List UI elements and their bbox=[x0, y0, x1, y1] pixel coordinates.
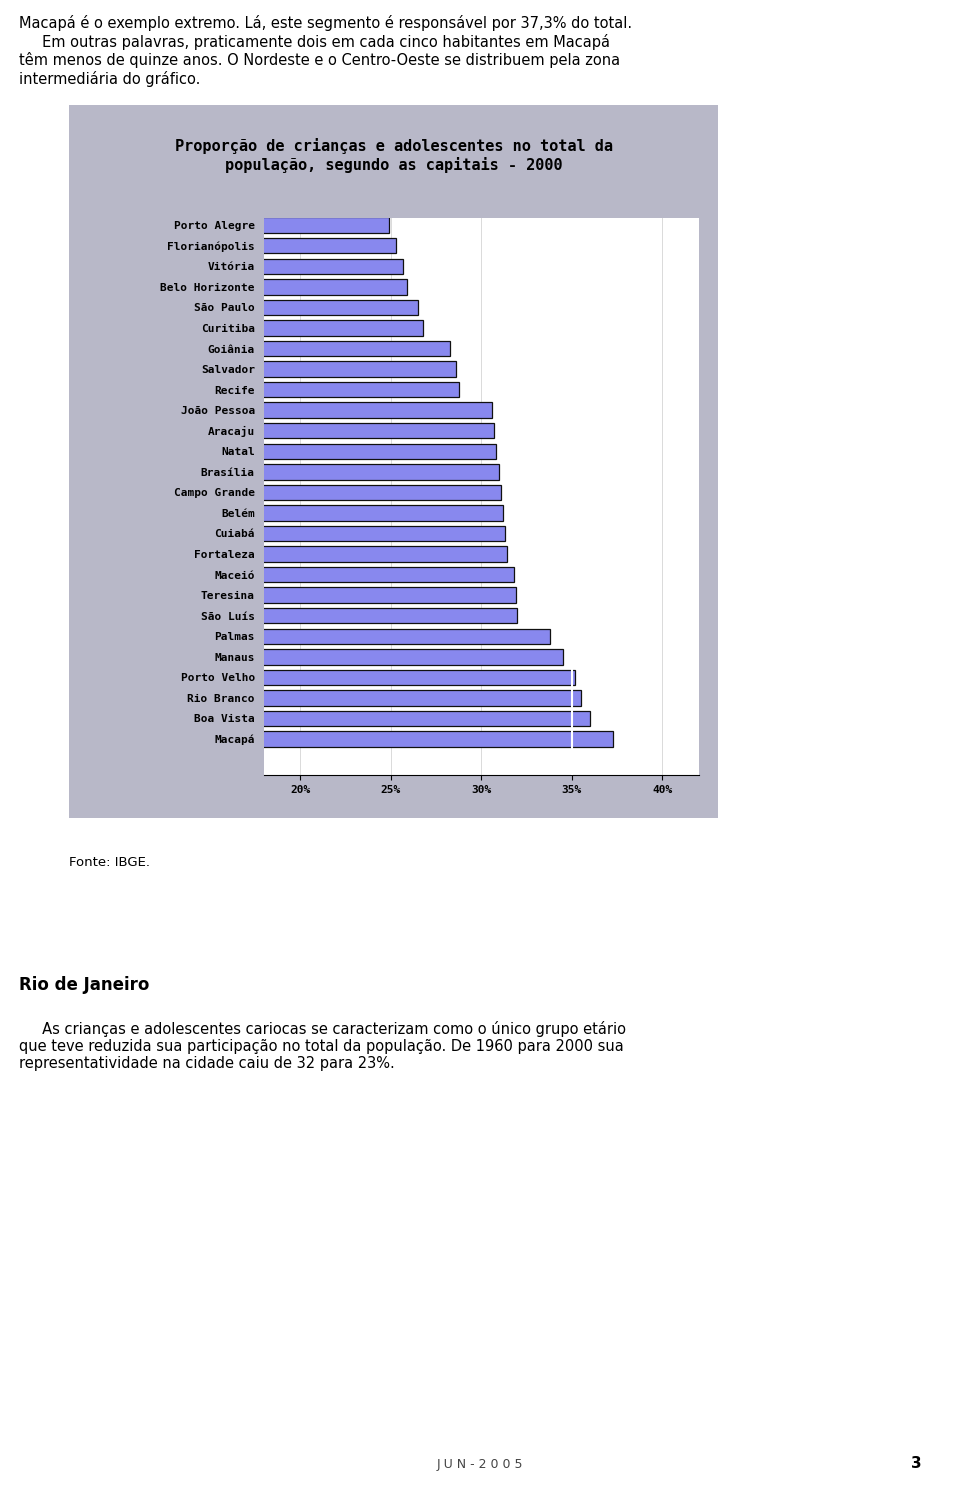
Text: Proporção de crianças e adolescentes no total da
população, segundo as capitais : Proporção de crianças e adolescentes no … bbox=[175, 138, 612, 173]
Text: 3: 3 bbox=[911, 1456, 922, 1471]
Bar bbox=[0, 444, 495, 459]
Bar bbox=[0, 320, 423, 336]
Bar bbox=[0, 711, 589, 726]
Bar bbox=[0, 381, 460, 398]
Bar bbox=[0, 362, 456, 377]
Bar bbox=[0, 300, 418, 315]
Bar bbox=[0, 608, 517, 623]
Bar bbox=[0, 341, 450, 356]
Bar bbox=[0, 546, 507, 561]
Bar bbox=[0, 525, 505, 542]
Text: J U N - 2 0 0 5: J U N - 2 0 0 5 bbox=[437, 1457, 523, 1471]
Bar bbox=[0, 218, 389, 233]
Bar bbox=[0, 258, 403, 275]
Text: Fonte: IBGE.: Fonte: IBGE. bbox=[69, 856, 150, 869]
Bar bbox=[0, 485, 501, 500]
Text: Rio de Janeiro: Rio de Janeiro bbox=[19, 976, 150, 994]
Bar bbox=[0, 567, 514, 582]
Bar bbox=[0, 402, 492, 417]
Bar bbox=[0, 587, 516, 603]
Bar bbox=[0, 506, 503, 521]
Bar bbox=[0, 731, 613, 746]
Bar bbox=[0, 669, 575, 684]
Bar bbox=[0, 690, 581, 705]
Bar bbox=[0, 423, 493, 438]
Text: As crianças e adolescentes cariocas se caracterizam como o único grupo etário
qu: As crianças e adolescentes cariocas se c… bbox=[19, 1021, 626, 1072]
Bar bbox=[0, 629, 550, 644]
Bar bbox=[0, 464, 499, 479]
Bar bbox=[0, 177, 474, 192]
Bar bbox=[0, 279, 407, 294]
Bar bbox=[0, 648, 563, 665]
Bar bbox=[0, 239, 396, 254]
Text: Macapá é o exemplo extremo. Lá, este segmento é responsável por 37,3% do total.
: Macapá é o exemplo extremo. Lá, este seg… bbox=[19, 15, 633, 87]
Bar bbox=[0, 197, 356, 212]
